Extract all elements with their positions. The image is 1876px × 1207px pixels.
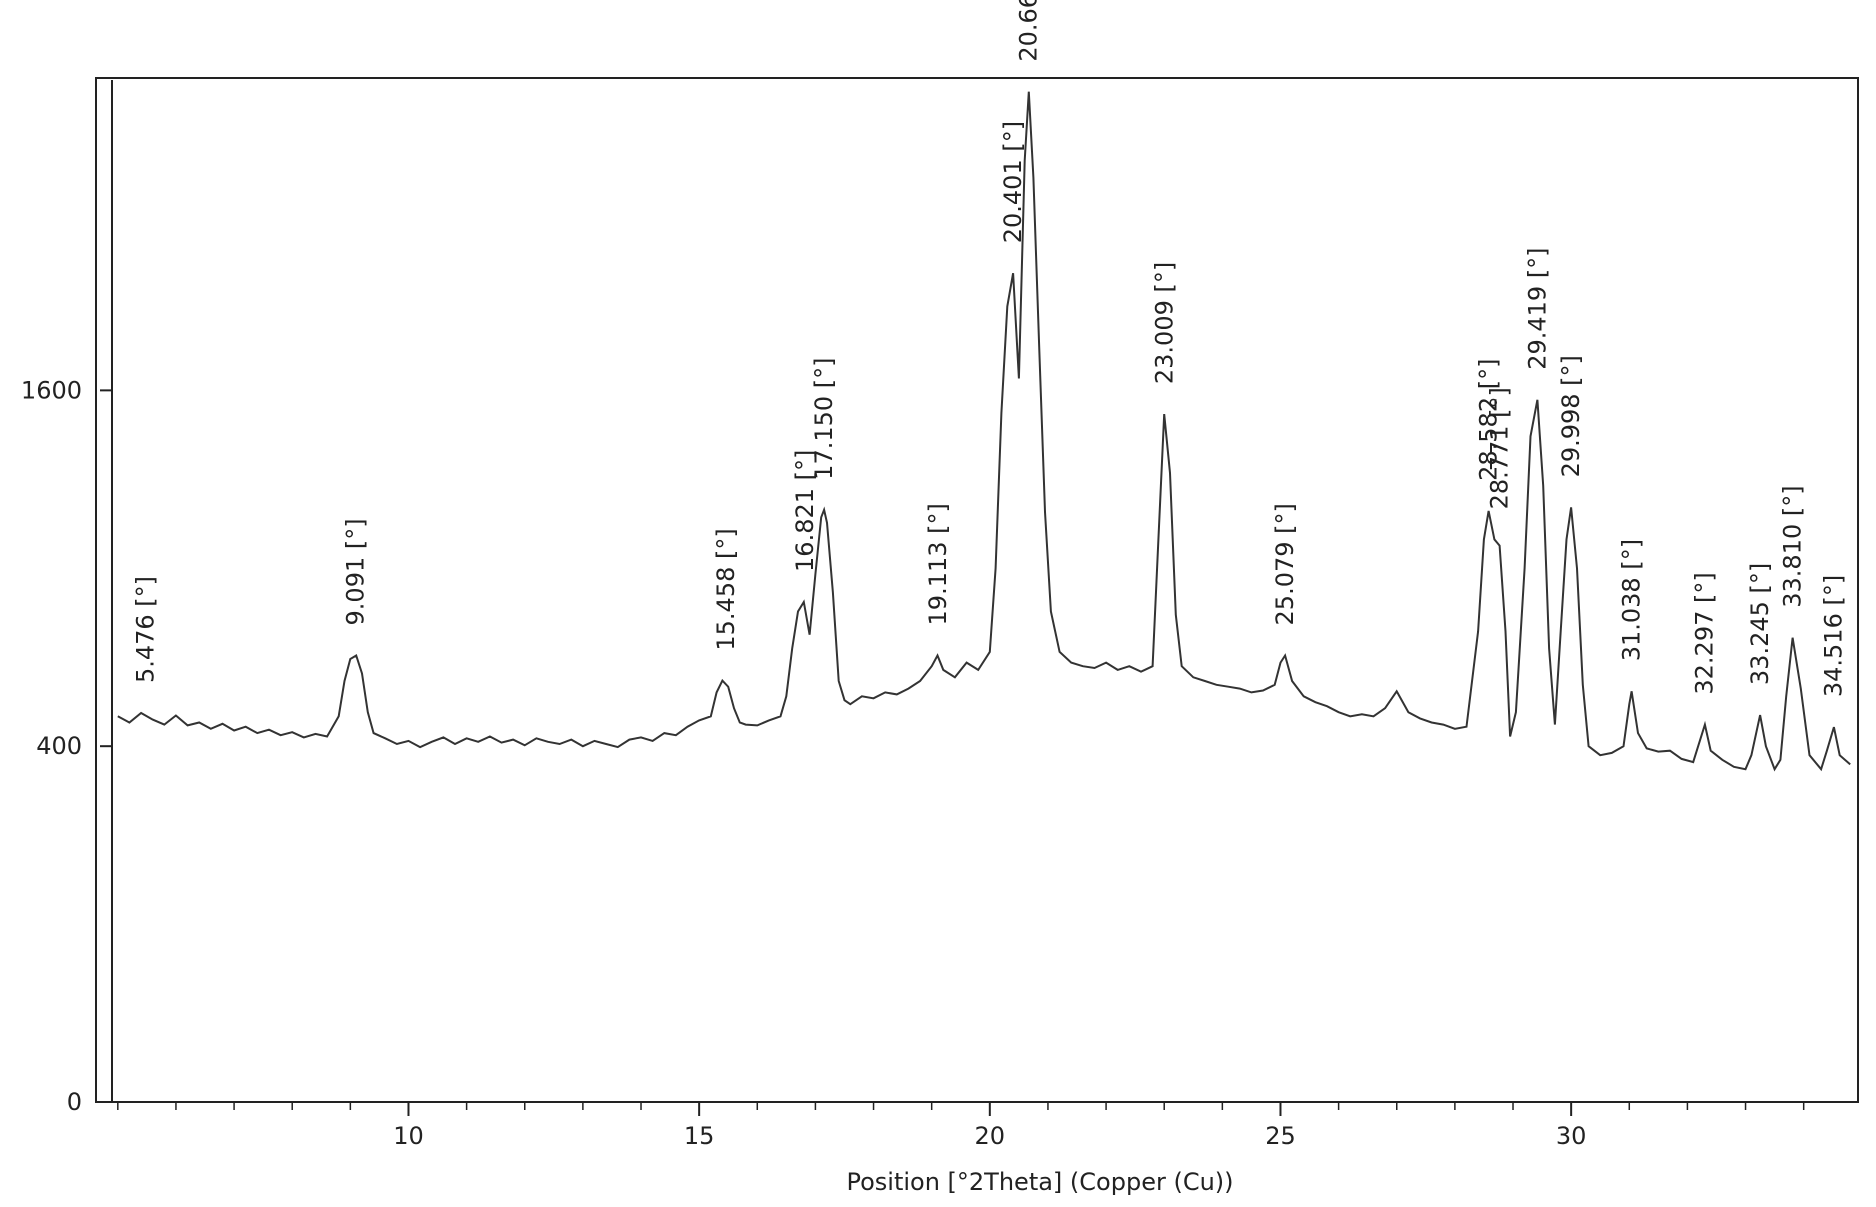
peak-label: 31.038 [°] (1617, 539, 1645, 661)
peak-label: 28.771 [°] (1486, 387, 1514, 509)
peak-label: 23.009 [°] (1151, 262, 1179, 384)
peak-label: 17.150 [°] (810, 357, 838, 479)
peak-label: 29.419 [°] (1523, 247, 1551, 369)
x-axis-title: Position [°2Theta] (Copper (Cu)) (846, 1168, 1233, 1196)
y-tick-label: 400 (36, 732, 82, 760)
peak-label: 15.458 [°] (712, 528, 740, 650)
peak-label: 20.668 [°] (1015, 0, 1043, 62)
peak-label: 5.476 [°] (131, 576, 159, 683)
peak-label: 25.079 [°] (1271, 503, 1299, 625)
peak-label: 34.516 [°] (1820, 575, 1848, 697)
x-tick-label: 10 (393, 1122, 424, 1150)
x-tick-label: 20 (975, 1122, 1006, 1150)
peak-label: 20.401 [°] (999, 121, 1027, 243)
y-tick-label: 1600 (21, 376, 82, 404)
peak-label: 28.582 [°] (1475, 359, 1503, 481)
peak-label: 33.810 [°] (1779, 485, 1807, 607)
peak-label: 32.297 [°] (1691, 572, 1719, 694)
x-tick-label: 30 (1556, 1122, 1587, 1150)
peak-label: 19.113 [°] (924, 503, 952, 625)
diffraction-line (117, 91, 1851, 772)
peak-label: 29.998 [°] (1557, 355, 1585, 477)
y-tick-label: 0 (67, 1088, 82, 1116)
peak-label: 9.091 [°] (342, 518, 370, 625)
peak-label: 33.245 [°] (1746, 563, 1774, 685)
x-tick-label: 15 (684, 1122, 715, 1150)
peak-label: 16.821 [°] (791, 450, 819, 572)
x-tick-label: 25 (1265, 1122, 1296, 1150)
